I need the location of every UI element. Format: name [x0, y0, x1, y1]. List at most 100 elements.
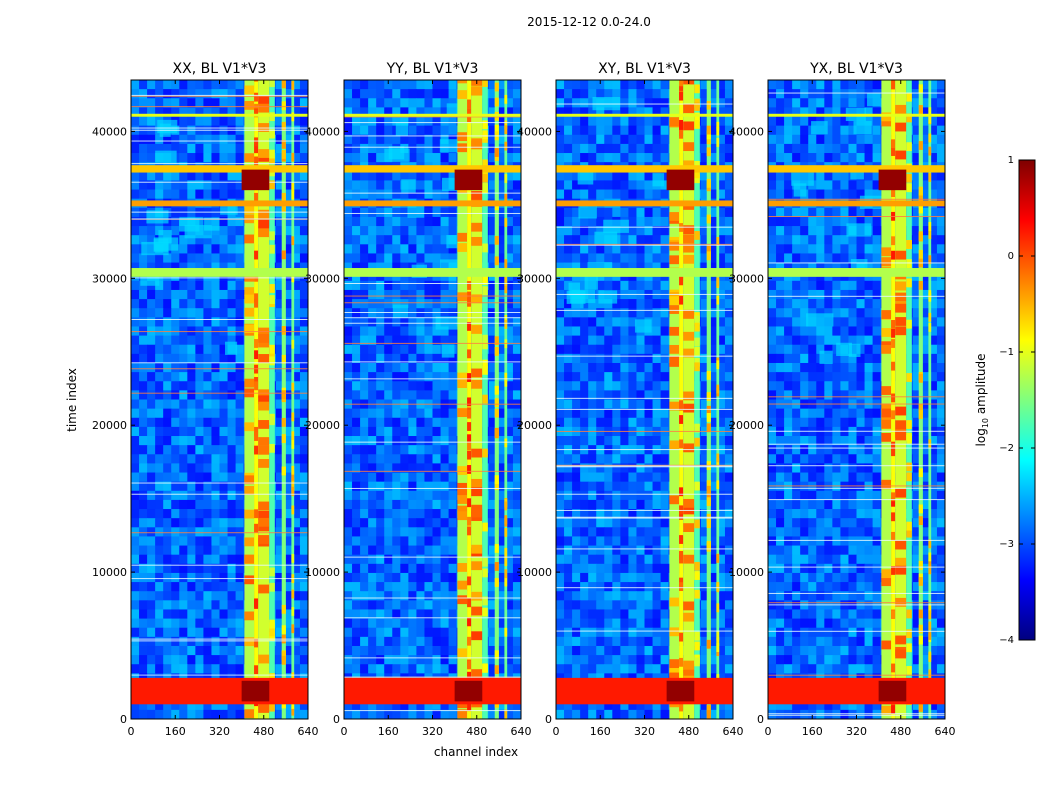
- heatmap-cell: [440, 116, 450, 127]
- heatmap-cell: [564, 116, 573, 127]
- heatmap-cell: [416, 417, 425, 428]
- heatmap-cell: [512, 153, 521, 163]
- heatmap-cell: [408, 499, 417, 510]
- heatmap-cell: [291, 362, 301, 373]
- heatmap-cell: [368, 536, 377, 547]
- heatmap-cell: [496, 445, 506, 455]
- heatmap-cell: [203, 262, 212, 273]
- heatmap-cell: [275, 153, 285, 163]
- channel-band-patch: [467, 636, 472, 646]
- heatmap-cell: [179, 481, 188, 492]
- heatmap-cell: [448, 408, 458, 419]
- heatmap-cell: [432, 591, 442, 601]
- heatmap-cell: [384, 335, 393, 346]
- heatmap-cell: [660, 317, 670, 327]
- heatmap-cell: [488, 536, 498, 547]
- heatmap-cell: [716, 153, 726, 163]
- heatmap-cell: [235, 353, 245, 364]
- heatmap-cell: [171, 262, 180, 273]
- heatmap-cell: [652, 226, 662, 236]
- heatmap-cell: [504, 645, 514, 656]
- heatmap-cell: [416, 600, 425, 610]
- heatmap-cell: [147, 226, 156, 236]
- heatmap-cell: [352, 600, 361, 610]
- heatmap-cell: [716, 189, 726, 200]
- heatmap-cell: [700, 417, 710, 428]
- heatmap-cell: [488, 353, 498, 364]
- heatmap-cell: [660, 353, 670, 364]
- heatmap-cell: [724, 436, 733, 446]
- heatmap-cell: [432, 518, 442, 528]
- heatmap-cell: [147, 98, 156, 108]
- heatmap-cell: [275, 134, 285, 145]
- channel-band-patch: [244, 234, 255, 244]
- heatmap-cell: [724, 454, 733, 464]
- heatmap-cell: [488, 627, 498, 638]
- heatmap-cell: [564, 171, 573, 181]
- heatmap-cell: [440, 381, 450, 391]
- heatmap-cell: [360, 207, 369, 218]
- heatmap-cell: [283, 417, 293, 428]
- heatmap-cell: [724, 189, 733, 200]
- heatmap-cell: [211, 235, 220, 245]
- heatmap-cell: [440, 408, 450, 419]
- heatmap-cell: [400, 262, 409, 273]
- channel-band-patch: [291, 440, 295, 449]
- heatmap-cell: [283, 445, 293, 455]
- heatmap-cell: [556, 262, 565, 273]
- heatmap-cell: [708, 80, 718, 90]
- heatmap-cell: [171, 280, 180, 291]
- heatmap-cell: [424, 280, 433, 291]
- heatmap-cell: [235, 372, 245, 382]
- heatmap-cell: [496, 618, 506, 629]
- heatmap-cell: [235, 591, 245, 601]
- heatmap-cell: [652, 143, 662, 154]
- heatmap-cell: [171, 609, 180, 620]
- heatmap-cell: [139, 116, 148, 127]
- heatmap-cell: [612, 399, 621, 410]
- heatmap-cell: [163, 627, 172, 638]
- heatmap-cell: [219, 216, 229, 227]
- heatmap-cell: [724, 244, 733, 254]
- heatmap-cell: [299, 107, 308, 118]
- heatmap-cell: [408, 636, 417, 647]
- heatmap-cell: [139, 518, 148, 528]
- heatmap-cell: [432, 572, 442, 583]
- heatmap-cell: [440, 572, 450, 583]
- heatmap-cell: [352, 655, 361, 665]
- heatmap-cell: [360, 299, 369, 309]
- heatmap-cell: [187, 454, 196, 464]
- heatmap-cell: [700, 572, 710, 583]
- heatmap-cell: [512, 390, 521, 400]
- heatmap-cell: [203, 417, 212, 428]
- heatmap-cell: [352, 381, 361, 391]
- heatmap-cell: [219, 454, 229, 464]
- heatmap-cell: [227, 618, 237, 629]
- heatmap-cell: [211, 308, 220, 318]
- heatmap-cell: [163, 98, 172, 108]
- heatmap-cell: [424, 344, 433, 355]
- heatmap-cell: [556, 399, 565, 410]
- heatmap-cell: [580, 436, 589, 446]
- heatmap-cell: [155, 618, 164, 629]
- heatmap-cell: [660, 645, 670, 656]
- channel-band-patch: [494, 235, 499, 245]
- heatmap-cell: [612, 545, 621, 556]
- heatmap-cell: [496, 353, 506, 364]
- heatmap-cell: [179, 472, 188, 483]
- heatmap-cell: [424, 134, 433, 145]
- heatmap-cell: [644, 171, 654, 181]
- heatmap-cell: [195, 335, 204, 346]
- heatmap-cell: [572, 98, 581, 108]
- heatmap-cell: [360, 390, 369, 400]
- heatmap-cell: [275, 436, 285, 446]
- heatmap-cell: [291, 289, 301, 300]
- channel-band-patch: [494, 544, 499, 553]
- heatmap-cell: [376, 408, 385, 419]
- heatmap-cell: [163, 645, 172, 656]
- heatmap-cell: [283, 381, 293, 391]
- heatmap-cell: [384, 436, 393, 446]
- heatmap-cell: [512, 609, 521, 620]
- heatmap-cell: [219, 408, 229, 419]
- heatmap-cell: [408, 344, 417, 355]
